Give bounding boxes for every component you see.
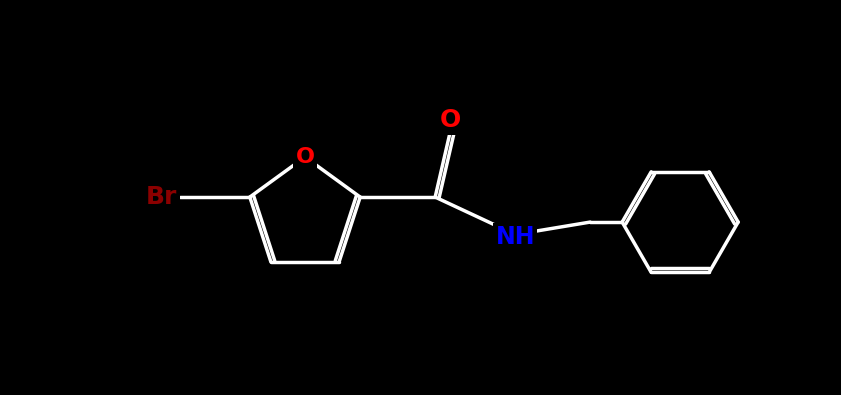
Text: O: O xyxy=(295,147,315,167)
Text: O: O xyxy=(440,108,461,132)
Text: Br: Br xyxy=(146,185,177,209)
Text: NH: NH xyxy=(495,225,535,249)
